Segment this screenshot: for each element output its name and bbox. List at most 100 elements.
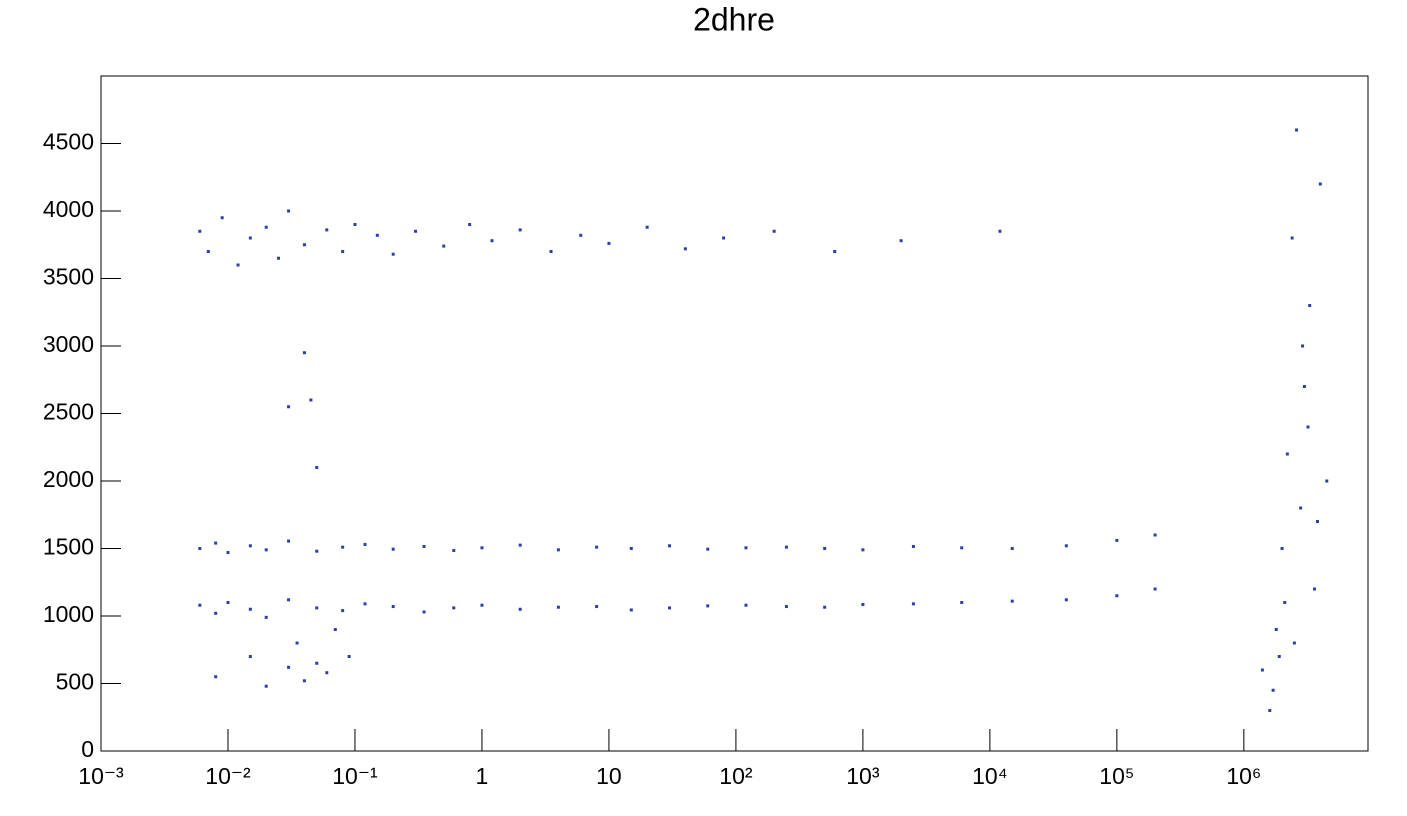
point — [518, 607, 522, 611]
point — [861, 548, 865, 552]
point — [264, 548, 268, 552]
x-tick-label: 10⁻¹ — [332, 763, 378, 789]
point — [302, 243, 306, 247]
y-tick-label: 1000 — [43, 601, 94, 627]
point — [1308, 304, 1312, 307]
point — [287, 598, 291, 602]
point — [363, 542, 367, 546]
point — [315, 606, 319, 610]
point — [315, 661, 319, 665]
point — [1115, 594, 1119, 598]
point — [1271, 688, 1275, 692]
point — [1302, 385, 1306, 388]
point — [1315, 520, 1319, 523]
point — [629, 547, 633, 550]
point — [1153, 533, 1157, 537]
point — [629, 608, 633, 612]
point — [422, 544, 426, 548]
point — [899, 239, 903, 243]
y-tick-label: 3500 — [43, 264, 94, 290]
point — [1290, 236, 1294, 240]
point — [556, 605, 560, 609]
point — [1312, 587, 1316, 591]
point — [960, 546, 964, 550]
point — [549, 250, 553, 253]
point — [1285, 452, 1289, 456]
point — [744, 546, 748, 550]
point — [226, 551, 230, 555]
point — [595, 605, 599, 609]
point — [645, 225, 649, 229]
point — [248, 236, 252, 240]
y-tick-label: 0 — [81, 736, 94, 762]
point — [452, 549, 456, 553]
x-tick-label: 10⁴ — [972, 763, 1007, 789]
point — [391, 547, 395, 551]
point — [668, 544, 672, 548]
point — [325, 228, 329, 232]
point — [784, 605, 788, 609]
point — [1115, 538, 1119, 542]
point — [248, 655, 252, 658]
x-tick-label: 10 — [596, 763, 622, 789]
point — [784, 545, 788, 549]
point — [422, 610, 426, 614]
point — [391, 605, 395, 609]
point — [341, 545, 345, 549]
point — [287, 405, 291, 409]
point — [414, 229, 418, 233]
x-tick-label: 10³ — [846, 763, 880, 789]
point — [1306, 425, 1310, 429]
point — [1153, 587, 1157, 591]
x-tick-label: 10⁻³ — [78, 763, 124, 789]
point — [353, 223, 357, 226]
point — [333, 628, 337, 631]
point — [347, 655, 351, 658]
point — [198, 603, 202, 607]
point — [236, 263, 240, 267]
point — [363, 602, 367, 606]
point — [911, 602, 915, 606]
point — [287, 209, 291, 213]
point — [833, 250, 837, 253]
point — [214, 675, 218, 679]
point — [375, 233, 379, 237]
point — [302, 679, 306, 683]
point — [706, 604, 710, 608]
point — [264, 615, 268, 619]
chart-title: 2dhre — [693, 1, 775, 37]
point — [277, 256, 281, 260]
point — [579, 233, 583, 237]
x-tick-label: 10⁻² — [205, 763, 251, 789]
point — [468, 223, 472, 226]
point — [1274, 628, 1278, 631]
point — [607, 241, 611, 245]
point — [214, 611, 218, 615]
point — [1280, 547, 1284, 550]
point — [1325, 479, 1329, 483]
point — [960, 601, 964, 604]
point — [302, 351, 306, 355]
x-tick-label: 10⁵ — [1099, 763, 1134, 789]
point — [823, 605, 827, 609]
point — [668, 606, 672, 610]
point — [341, 609, 345, 613]
point — [220, 216, 224, 220]
point — [722, 236, 726, 240]
y-tick-label: 2000 — [43, 466, 94, 492]
point — [226, 601, 230, 604]
point — [264, 225, 268, 229]
point — [287, 665, 291, 669]
x-tick-label: 10² — [719, 763, 753, 789]
point — [452, 606, 456, 610]
point — [1318, 182, 1322, 186]
x-tick-label: 10⁶ — [1226, 763, 1261, 789]
point — [309, 398, 313, 402]
point — [341, 250, 345, 253]
y-tick-label: 4000 — [43, 196, 94, 222]
point — [518, 228, 522, 232]
point — [1283, 601, 1287, 604]
y-tick-label: 3000 — [43, 331, 94, 357]
point — [315, 549, 319, 553]
